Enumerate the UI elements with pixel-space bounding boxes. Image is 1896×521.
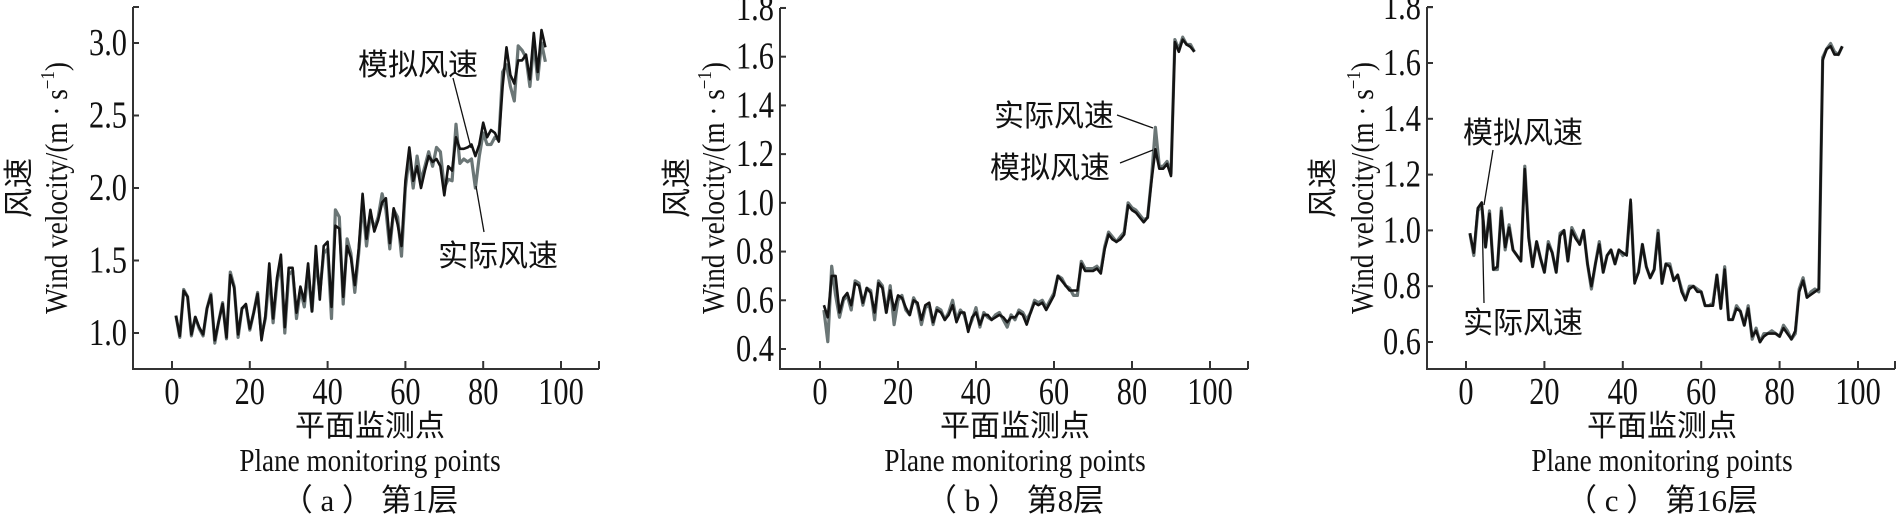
x-axis-label-en: Plane monitoring points [1531, 444, 1792, 478]
y-tick-label: 0.4 [736, 328, 774, 370]
x-axis-label-cn: 平面监测点 [940, 409, 1090, 444]
x-tick-label: 60 [1039, 371, 1069, 413]
x-tick-label: 60 [1686, 371, 1716, 413]
annotation-leader-line [452, 77, 472, 149]
annotation-leader-line [1116, 114, 1154, 129]
x-tick-label: 100 [538, 371, 584, 413]
x-tick-label: 0 [164, 371, 179, 413]
annotation-leader-line [475, 185, 485, 233]
x-tick-label: 20 [235, 371, 265, 413]
y-tick-label: 1.4 [1383, 98, 1421, 140]
panel-caption: （ a ） 第1层 [282, 483, 459, 518]
y-axis-label-en: Wind velocity/(m · s−1) [1343, 62, 1381, 314]
y-axis-label-cn: 风速 [660, 158, 695, 218]
y-tick-label: 1.6 [1383, 42, 1421, 84]
y-axis-label-cn: 风速 [2, 158, 37, 218]
x-tick-label: 20 [1529, 371, 1559, 413]
simulated-annotation-label: 模拟风速 [358, 48, 478, 83]
x-tick-label: 80 [1117, 371, 1147, 413]
simulated-annotation-label: 模拟风速 [1463, 116, 1583, 151]
x-tick-label: 40 [312, 371, 342, 413]
y-axis-label-en: Wind velocity/(m · s−1) [694, 62, 732, 314]
y-tick-label: 1.0 [1383, 209, 1421, 251]
y-axis-label-en-text: Wind velocity/(m · s [697, 89, 731, 314]
x-axis-label-cn: 平面监测点 [295, 409, 445, 444]
panel-caption: （ c ） 第16层 [1566, 483, 1758, 518]
y-axis-label-superscript: −1 [694, 71, 717, 89]
y-tick-label: 0.6 [736, 279, 774, 321]
y-axis-label-close: ) [697, 62, 731, 71]
y-tick-label: 1.2 [1383, 153, 1421, 195]
y-tick-label: 1.0 [736, 182, 774, 224]
y-tick-label: 1.6 [736, 36, 774, 78]
y-axis-label-en: Wind velocity/(m · s−1) [37, 62, 75, 314]
y-tick-label: 1.0 [89, 312, 127, 354]
y-tick-label: 1.2 [736, 133, 774, 175]
measured-wind-line [822, 35, 1196, 344]
y-axis-label-close: ) [1346, 62, 1380, 71]
chart-panel-a: 1.0 1.5 2.0 2.5 3.0 0 20 40 60 80 100 模拟风速实际风速平面监测点… [2, 6, 600, 518]
measured-annotation-label: 实际风速 [1463, 306, 1583, 341]
annotation-leader-line [1483, 149, 1494, 206]
y-tick-label: 2.0 [89, 167, 127, 209]
measured-annotation-label: 实际风速 [994, 99, 1114, 134]
annotation-leader-line [1119, 149, 1154, 164]
y-tick-label: 3.0 [89, 22, 127, 64]
x-tick-label: 100 [1835, 371, 1881, 413]
y-tick-label: 0.8 [736, 230, 774, 272]
x-tick-label: 0 [1458, 371, 1473, 413]
y-tick-label: 1.8 [736, 0, 774, 29]
y-axis-label-superscript: −1 [37, 71, 60, 89]
y-axis-label-en-text: Wind velocity/(m · s [40, 89, 74, 314]
y-axis-label-superscript: −1 [1343, 71, 1366, 89]
chart-panel-c: 0.6 0.8 1.0 1.2 1.4 1.6 1.8 0 20 40 60 80 100 模拟风速实际风… [1306, 0, 1896, 518]
x-axis-label-en: Plane monitoring points [239, 444, 500, 478]
x-tick-label: 0 [812, 371, 827, 413]
x-tick-label: 40 [1608, 371, 1638, 413]
annotation-leader-line [1481, 211, 1485, 304]
y-tick-label: 0.6 [1383, 321, 1421, 363]
x-tick-label: 60 [390, 371, 420, 413]
x-axis-label-cn: 平面监测点 [1587, 409, 1737, 444]
x-tick-label: 20 [883, 371, 913, 413]
axis-lines [779, 8, 1248, 370]
y-tick-label: 1.8 [1383, 0, 1421, 28]
y-axis-label-en-text: Wind velocity/(m · s [1346, 89, 1380, 314]
x-axis-label-en: Plane monitoring points [884, 444, 1145, 478]
chart-panel-b: 0.4 0.6 0.8 1.0 1.2 1.4 1.6 1.8 0 20 40 60 80 100 实际风速… [660, 0, 1249, 518]
axis-lines [1426, 7, 1895, 370]
x-tick-label: 100 [1187, 371, 1233, 413]
measured-annotation-label: 实际风速 [438, 239, 558, 274]
simulated-wind-line [822, 38, 1196, 334]
y-tick-label: 0.8 [1383, 265, 1421, 307]
y-tick-label: 2.5 [89, 94, 127, 136]
axis-lines [132, 7, 599, 370]
measured-wind-line [174, 41, 547, 345]
simulated-wind-line [1468, 45, 1844, 344]
simulated-wind-line [174, 28, 547, 342]
y-axis-label-cn: 风速 [1306, 158, 1341, 218]
panel-caption: （ b ） 第8层 [926, 483, 1104, 518]
x-tick-label: 80 [1764, 371, 1794, 413]
y-tick-label: 1.5 [89, 239, 127, 281]
y-tick-label: 1.4 [736, 84, 774, 126]
x-tick-label: 80 [468, 371, 498, 413]
simulated-annotation-label: 模拟风速 [990, 151, 1110, 186]
y-axis-label-close: ) [40, 62, 74, 71]
x-tick-label: 40 [961, 371, 991, 413]
